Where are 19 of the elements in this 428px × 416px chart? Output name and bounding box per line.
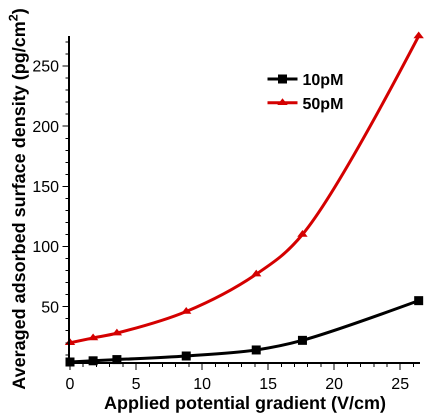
legend-label: 50pM <box>302 96 344 114</box>
x-tick-label: 25 <box>391 376 410 393</box>
x-tick-label: 10 <box>193 376 212 393</box>
y-tick-label: 200 <box>32 118 60 136</box>
y-tick-label: 150 <box>32 178 60 196</box>
x-tick-label: 15 <box>259 376 278 393</box>
x-tick-label: 20 <box>325 376 344 393</box>
point <box>181 306 192 314</box>
point <box>182 351 191 360</box>
point <box>298 336 307 345</box>
point <box>252 345 261 354</box>
legend-label: 10pM <box>302 72 344 90</box>
y-tick-label: 250 <box>32 58 60 76</box>
x-tick-label: 5 <box>132 376 141 393</box>
y-tick-label: 50 <box>41 299 60 316</box>
x-tick-label: 0 <box>66 376 75 393</box>
x-axis-title: Applied potential gradient (V/cm) <box>104 392 386 413</box>
point <box>414 296 424 306</box>
y-tick-label: 100 <box>32 239 60 256</box>
